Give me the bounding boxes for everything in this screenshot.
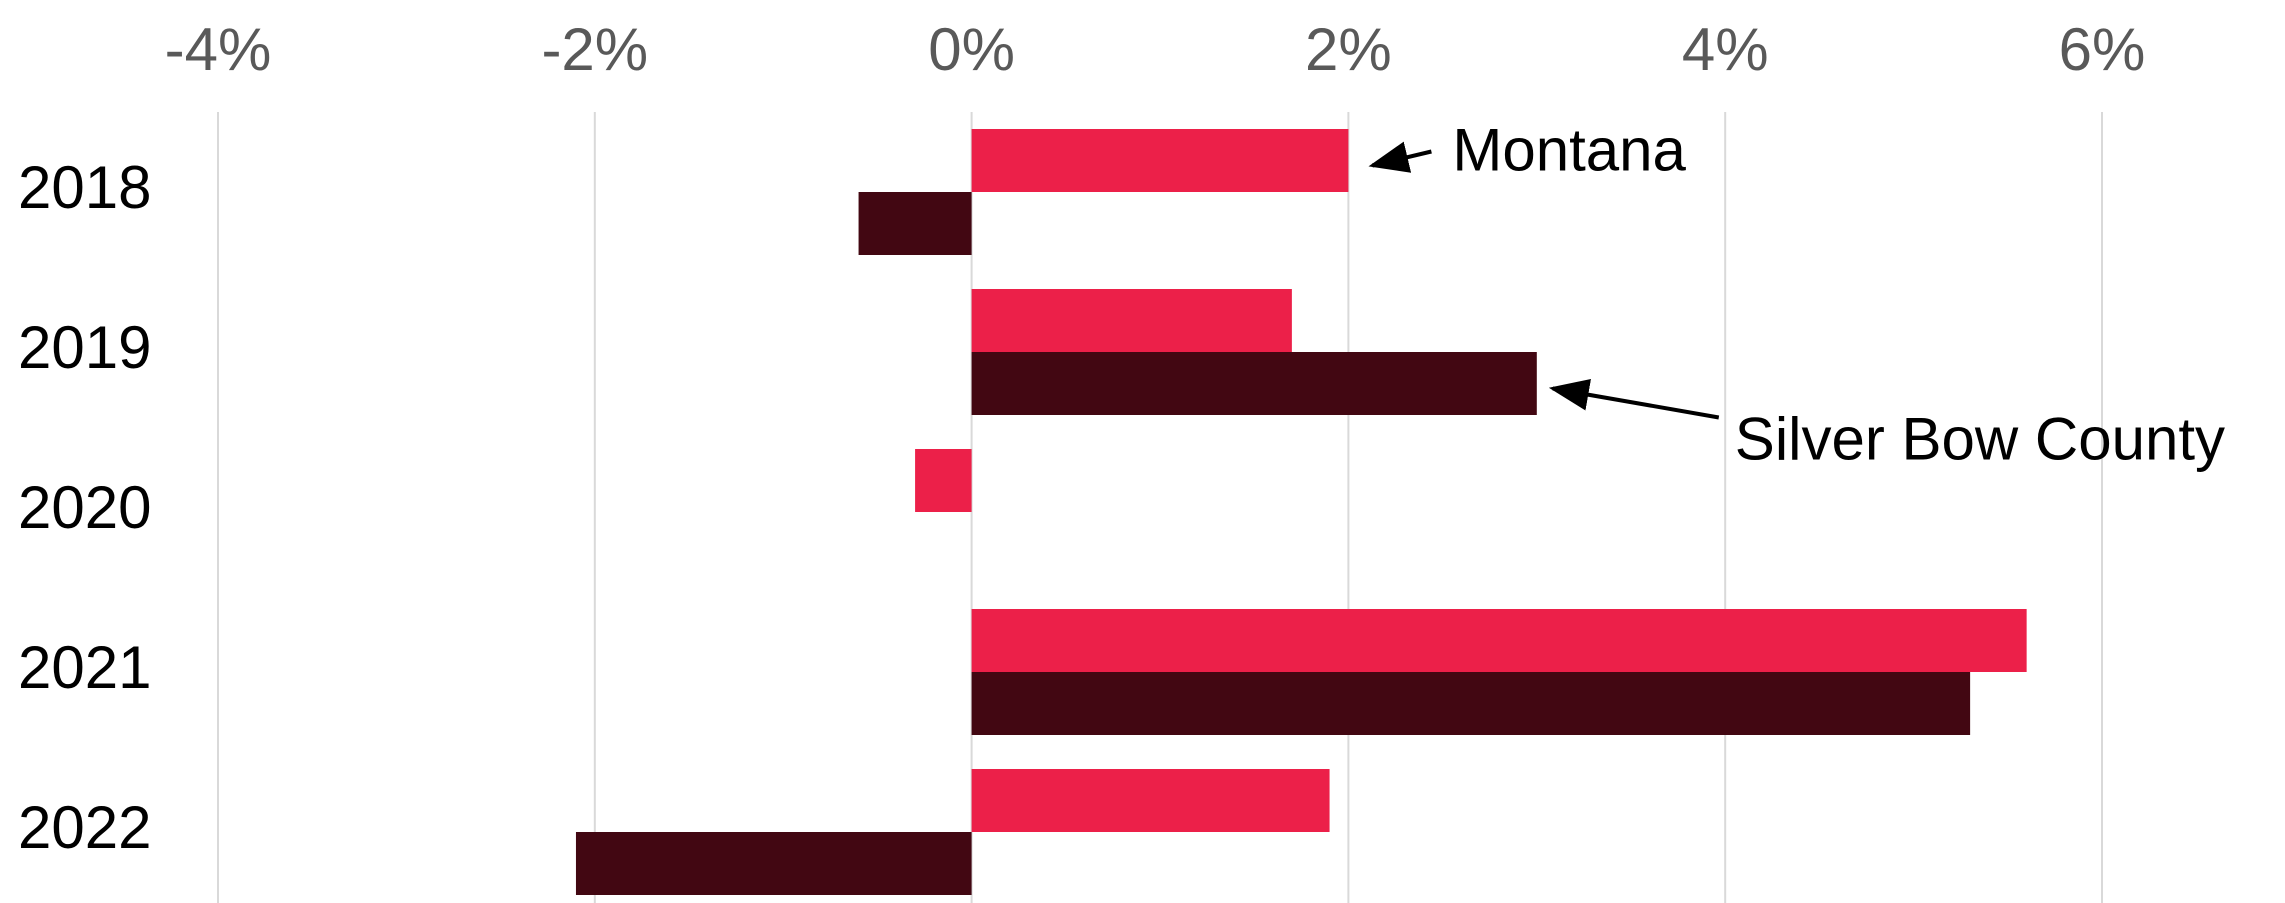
- bar: [971, 129, 1349, 192]
- annotation-arrow: [1548, 378, 1720, 420]
- x-tick-label: 0%: [928, 16, 1015, 83]
- bar: [971, 352, 1537, 415]
- y-category-label: 2020: [18, 474, 151, 541]
- bar: [575, 832, 972, 895]
- bar: [915, 449, 972, 512]
- annotations: Montana Silver Bow County: [1368, 116, 2225, 472]
- x-tick-label: 6%: [2059, 16, 2146, 83]
- y-category-label: 2022: [18, 794, 151, 861]
- annotation-label: Silver Bow County: [1735, 405, 2225, 472]
- x-tick-label: -2%: [541, 16, 648, 83]
- bar: [858, 192, 972, 255]
- x-axis-tick-labels: -4% -2% 0% 2% 4% 6%: [165, 16, 2146, 83]
- bar: [971, 672, 1971, 735]
- x-tick-label: 2%: [1305, 16, 1392, 83]
- y-axis-category-labels: 2018 2019 2020 2021 2022: [18, 154, 151, 861]
- bar: [971, 769, 1330, 832]
- x-tick-label: 4%: [1682, 16, 1769, 83]
- bars: [575, 129, 2027, 895]
- y-category-label: 2021: [18, 634, 151, 701]
- y-category-label: 2018: [18, 154, 151, 221]
- x-tick-label: -4%: [165, 16, 272, 83]
- annotation-arrow: [1368, 141, 1432, 173]
- y-category-label: 2019: [18, 314, 151, 381]
- bar: [971, 609, 2027, 672]
- bar: [971, 289, 1292, 352]
- annotation-label: Montana: [1452, 116, 1686, 183]
